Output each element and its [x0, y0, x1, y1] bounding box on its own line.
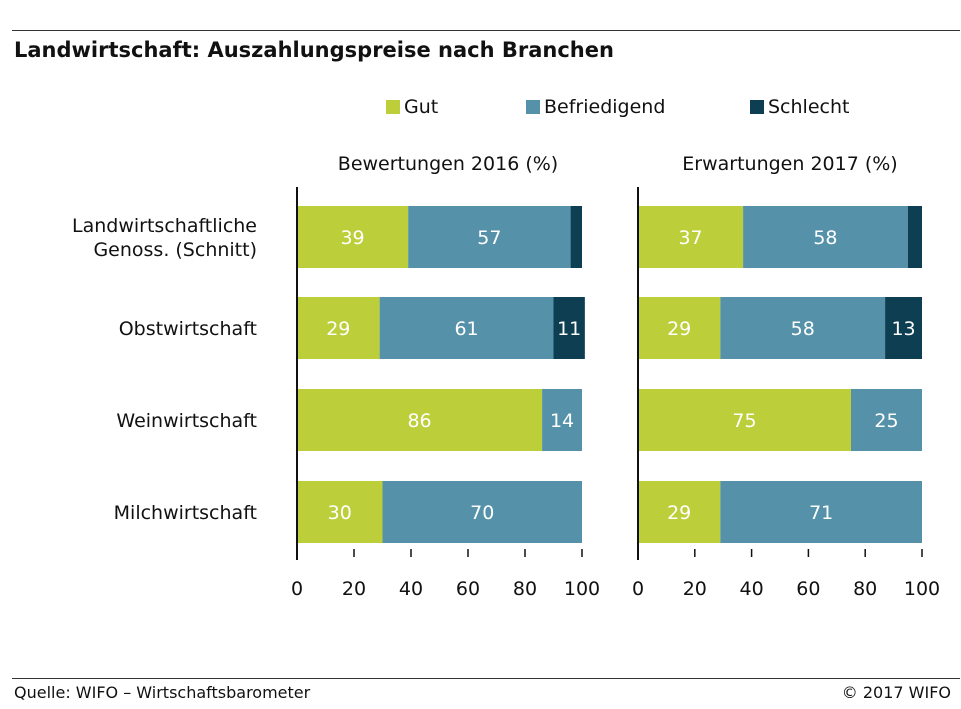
copyright-note: © 2017 WIFO	[841, 683, 951, 702]
tick-label-1-2: 40	[740, 578, 764, 600]
bar-0-0-1	[408, 206, 571, 268]
bar-1-1-0	[638, 297, 721, 359]
bar-0-2-1	[542, 389, 582, 451]
tick-label-1-4: 80	[853, 578, 877, 600]
data-label-0-1-0: 29	[326, 318, 350, 340]
data-label-1-3-0: 29	[667, 502, 691, 524]
tick-label-0-0: 0	[291, 578, 303, 600]
data-label-1-1-1: 58	[791, 318, 815, 340]
chart-title: Landwirtschaft: Auszahlungspreise nach B…	[14, 38, 614, 62]
bar-1-3-0	[638, 481, 721, 543]
data-label-0-1-1: 61	[454, 318, 478, 340]
top-rule	[12, 30, 960, 31]
bar-0-0-0	[297, 206, 409, 268]
legend-label-0: Gut	[404, 96, 438, 118]
tick-label-0-2: 40	[399, 578, 423, 600]
legend-swatch-0	[386, 100, 400, 114]
data-label-0-2-1: 14	[550, 410, 574, 432]
bar-0-3-1	[382, 481, 582, 543]
data-label-1-0-1: 58	[813, 227, 837, 249]
bar-1-0-0	[638, 206, 744, 268]
bottom-rule	[12, 678, 960, 679]
legend-swatch-2	[750, 100, 764, 114]
bar-1-0-2	[907, 206, 922, 268]
category-label-1-0: Obstwirtschaft	[119, 318, 257, 340]
legend-label-1: Befriedigend	[544, 96, 665, 118]
legend-label-2: Schlecht	[768, 96, 849, 118]
tick-label-1-5: 100	[904, 578, 940, 600]
data-label-0-0-1: 57	[477, 227, 501, 249]
bar-1-1-1	[720, 297, 886, 359]
data-label-0-3-1: 70	[470, 502, 494, 524]
data-label-1-1-0: 29	[667, 318, 691, 340]
data-label-0-1-2: 11	[557, 318, 581, 340]
bar-1-2-0	[638, 389, 851, 451]
data-label-0-3-0: 30	[328, 502, 352, 524]
category-label-0-0: Landwirtschaftliche	[72, 215, 257, 237]
source-note: Quelle: WIFO – Wirtschaftsbarometer	[14, 683, 311, 702]
bar-1-3-1	[720, 481, 922, 543]
bar-1-2-1	[851, 389, 922, 451]
category-label-3-0: Milchwirtschaft	[114, 502, 257, 524]
tick-label-1-1: 20	[683, 578, 707, 600]
tick-label-0-4: 80	[513, 578, 537, 600]
category-label-2-0: Weinwirtschaft	[116, 410, 257, 432]
tick-label-1-0: 0	[632, 578, 644, 600]
tick-label-0-1: 20	[342, 578, 366, 600]
bar-0-0-2	[570, 206, 582, 268]
panel-title-0: Bewertungen 2016 (%)	[338, 153, 558, 175]
data-label-1-2-0: 75	[732, 410, 756, 432]
data-label-0-2-0: 86	[407, 410, 431, 432]
tick-label-0-3: 60	[456, 578, 480, 600]
tick-label-1-3: 60	[796, 578, 820, 600]
bar-0-1-2	[553, 297, 585, 359]
bar-1-1-2	[885, 297, 922, 359]
data-label-0-0-0: 39	[340, 227, 364, 249]
data-label-1-0-0: 37	[678, 227, 702, 249]
data-label-1-1-2: 13	[891, 318, 915, 340]
category-label-0-1: Genoss. (Schnitt)	[93, 239, 257, 261]
bar-0-2-0	[297, 389, 543, 451]
legend-swatch-1	[526, 100, 540, 114]
bar-0-1-1	[379, 297, 554, 359]
data-label-1-2-1: 25	[874, 410, 898, 432]
bar-0-1-0	[297, 297, 380, 359]
panel-title-1: Erwartungen 2017 (%)	[682, 153, 897, 175]
bar-0-3-0	[297, 481, 383, 543]
data-label-1-3-1: 71	[809, 502, 833, 524]
bar-1-0-1	[743, 206, 908, 268]
tick-label-0-5: 100	[564, 578, 600, 600]
